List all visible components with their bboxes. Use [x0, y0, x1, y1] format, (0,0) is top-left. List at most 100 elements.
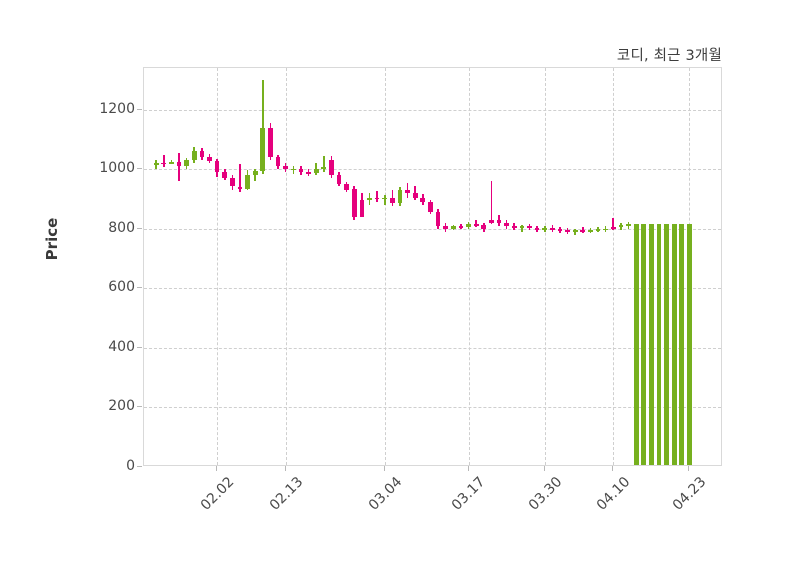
gridline-horizontal [144, 228, 721, 230]
volume-bar [656, 224, 662, 465]
candle-body [588, 229, 593, 232]
volume-bar [664, 224, 669, 465]
candle-body [207, 157, 212, 161]
x-tick-label: 02.02 [197, 474, 238, 514]
candle-body [595, 229, 601, 231]
candle-wick [612, 218, 615, 231]
candle-body [199, 150, 205, 157]
y-tick-mark [137, 108, 142, 110]
candle-wick [254, 169, 257, 182]
candle-wick [262, 79, 264, 174]
plot-area [143, 67, 722, 466]
candle-wick [521, 225, 523, 232]
candle-body [450, 226, 456, 229]
candle-body [245, 175, 250, 189]
candle-body [420, 197, 426, 202]
candle-body [176, 162, 182, 167]
candle-body [252, 170, 258, 176]
candle-body [603, 228, 609, 231]
candle-wick [406, 182, 409, 198]
candle-body [161, 162, 167, 165]
candle-wick [178, 152, 180, 182]
volume-bar [633, 224, 639, 465]
y-tick-mark [137, 168, 142, 170]
candle-body [336, 175, 342, 184]
gridline-horizontal [144, 109, 721, 111]
candle-body [367, 197, 372, 200]
y-tick-label: 1000 [99, 160, 135, 177]
candle-body [534, 228, 540, 230]
candle-body [481, 225, 487, 229]
candle-body [389, 197, 395, 203]
candle-body [184, 160, 190, 167]
candle-wick [239, 163, 241, 192]
volume-bar [687, 224, 692, 465]
candle-body [618, 225, 624, 228]
volume-bar [649, 224, 654, 465]
x-tick-label: 03.04 [365, 474, 406, 514]
candle-body [565, 230, 570, 232]
y-tick-mark [137, 346, 142, 348]
gridline-horizontal [144, 169, 721, 171]
y-tick-mark [137, 287, 142, 289]
candle-body [344, 183, 349, 191]
x-tick-label: 03.30 [525, 474, 566, 514]
candle-body [435, 212, 441, 227]
candle-body [214, 160, 220, 173]
y-tick-label: 0 [126, 458, 135, 474]
candle-body [428, 201, 433, 213]
x-tick-label: 02.13 [266, 474, 307, 514]
x-tick-mark [612, 466, 614, 471]
candle-body [191, 150, 197, 161]
gridline-vertical [217, 68, 219, 465]
y-tick-mark [137, 227, 142, 229]
gridline-horizontal [144, 288, 721, 290]
x-tick-label: 04.23 [670, 474, 710, 514]
candle-body [549, 228, 555, 230]
candle-body [351, 188, 357, 217]
candle-body [511, 226, 517, 229]
x-tick-mark [543, 466, 545, 471]
y-tick-label: 1200 [99, 100, 135, 117]
volume-bar [641, 224, 647, 465]
x-tick-mark [216, 466, 218, 471]
volume-bar [671, 224, 677, 465]
gridline-horizontal [144, 407, 721, 409]
candle-wick [163, 154, 165, 167]
candle-body [329, 160, 334, 176]
candle-body [557, 229, 563, 231]
candle-body [572, 230, 578, 232]
candle-body [405, 190, 410, 194]
candle-body [626, 224, 631, 226]
candle-body [153, 162, 159, 165]
candle-body [466, 224, 471, 228]
candle-body [306, 172, 311, 174]
candle-body [443, 226, 449, 229]
y-tick-mark [137, 466, 142, 467]
candle-body [313, 169, 319, 173]
x-tick-mark [383, 466, 385, 471]
candle-body [290, 168, 296, 171]
gridline-vertical [285, 68, 287, 465]
candle-body [580, 230, 586, 232]
candle-body [169, 162, 174, 164]
gridline-vertical [384, 68, 386, 465]
candle-wick [475, 220, 477, 228]
candle-body [504, 223, 509, 227]
candle-body [374, 197, 380, 200]
y-axis-tick-labels: 0 200 400 600 800 1000 1200 [60, 67, 135, 474]
chart-title: 코디, 최근 3개월 [616, 48, 722, 64]
y-tick-label: 200 [108, 398, 135, 415]
candle-body [473, 224, 479, 226]
gridline-vertical [544, 68, 546, 465]
candle-wick [490, 181, 493, 225]
candle-body [275, 156, 281, 167]
candle-body [230, 177, 235, 187]
y-tick-label: 600 [108, 279, 135, 296]
gridline-vertical [613, 68, 615, 465]
candle-body [359, 199, 365, 217]
y-tick-label: 400 [108, 338, 135, 355]
x-tick-label: 04.10 [593, 474, 634, 514]
candle-body [283, 166, 289, 170]
